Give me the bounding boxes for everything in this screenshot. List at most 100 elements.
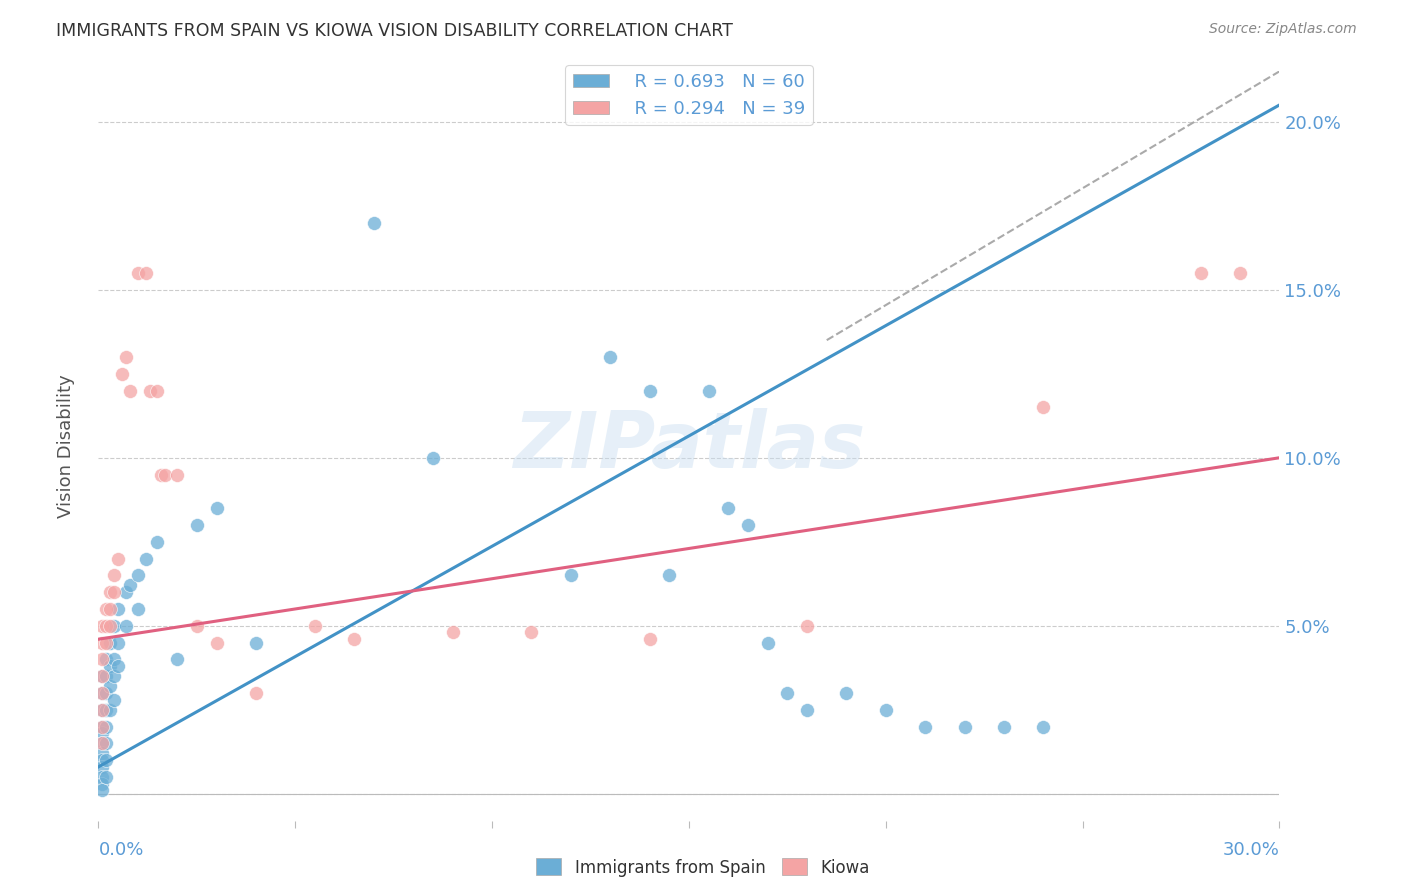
Point — [96, 753, 118, 767]
Y-axis label: Vision Disability: Vision Disability — [56, 374, 75, 518]
Point — [91, 686, 114, 700]
Point — [103, 669, 125, 683]
Point — [91, 669, 114, 683]
Point — [520, 625, 543, 640]
Point — [1189, 266, 1212, 280]
Point — [91, 753, 114, 767]
Point — [304, 619, 326, 633]
Point — [111, 367, 134, 381]
Point — [441, 625, 464, 640]
Point — [107, 659, 129, 673]
Point — [993, 720, 1015, 734]
Point — [205, 635, 228, 649]
Point — [138, 384, 160, 398]
Point — [98, 585, 121, 599]
Point — [91, 652, 114, 666]
Point — [363, 216, 385, 230]
Point — [107, 635, 129, 649]
Point — [560, 568, 582, 582]
Point — [91, 747, 114, 761]
Point — [953, 720, 976, 734]
Point — [118, 578, 141, 592]
Point — [205, 501, 228, 516]
Point — [96, 669, 118, 683]
Point — [91, 736, 114, 750]
Point — [98, 679, 121, 693]
Point — [107, 551, 129, 566]
Point — [96, 652, 118, 666]
Point — [127, 568, 149, 582]
Point — [103, 585, 125, 599]
Point — [107, 602, 129, 616]
Point — [422, 450, 444, 465]
Point — [96, 686, 118, 700]
Point — [91, 635, 114, 649]
Point — [166, 652, 188, 666]
Point — [96, 619, 118, 633]
Text: 0.0%: 0.0% — [98, 841, 143, 859]
Point — [796, 703, 818, 717]
Point — [717, 501, 740, 516]
Point — [103, 619, 125, 633]
Point — [98, 635, 121, 649]
Point — [96, 770, 118, 784]
Point — [91, 669, 114, 683]
Text: Source: ZipAtlas.com: Source: ZipAtlas.com — [1209, 22, 1357, 37]
Point — [96, 736, 118, 750]
Point — [103, 692, 125, 706]
Point — [91, 720, 114, 734]
Point — [96, 720, 118, 734]
Point — [658, 568, 681, 582]
Point — [91, 783, 114, 797]
Point — [638, 384, 661, 398]
Point — [91, 777, 114, 791]
Point — [638, 632, 661, 647]
Point — [115, 619, 138, 633]
Point — [155, 467, 177, 482]
Point — [1229, 266, 1251, 280]
Point — [103, 568, 125, 582]
Point — [91, 760, 114, 774]
Point — [96, 635, 118, 649]
Point — [186, 518, 208, 533]
Point — [150, 467, 173, 482]
Point — [1032, 401, 1054, 415]
Text: 30.0%: 30.0% — [1223, 841, 1279, 859]
Point — [91, 726, 114, 740]
Point — [118, 384, 141, 398]
Point — [98, 659, 121, 673]
Point — [91, 619, 114, 633]
Point — [776, 686, 799, 700]
Point — [835, 686, 858, 700]
Point — [91, 720, 114, 734]
Point — [737, 518, 759, 533]
Point — [186, 619, 208, 633]
Point — [127, 602, 149, 616]
Point — [98, 703, 121, 717]
Point — [914, 720, 936, 734]
Point — [91, 736, 114, 750]
Point — [1032, 720, 1054, 734]
Point — [127, 266, 149, 280]
Point — [166, 467, 188, 482]
Point — [343, 632, 366, 647]
Point — [115, 585, 138, 599]
Point — [115, 350, 138, 364]
Text: IMMIGRANTS FROM SPAIN VS KIOWA VISION DISABILITY CORRELATION CHART: IMMIGRANTS FROM SPAIN VS KIOWA VISION DI… — [56, 22, 733, 40]
Point — [599, 350, 621, 364]
Point — [103, 652, 125, 666]
Point — [245, 635, 267, 649]
Point — [91, 703, 114, 717]
Point — [146, 384, 169, 398]
Point — [91, 703, 114, 717]
Text: ZIPatlas: ZIPatlas — [513, 408, 865, 484]
Point — [135, 551, 157, 566]
Point — [91, 770, 114, 784]
Point — [96, 703, 118, 717]
Point — [91, 686, 114, 700]
Legend:   R = 0.693   N = 60,   R = 0.294   N = 39: R = 0.693 N = 60, R = 0.294 N = 39 — [565, 65, 813, 125]
Point — [98, 619, 121, 633]
Point — [245, 686, 267, 700]
Point — [98, 602, 121, 616]
Point — [756, 635, 779, 649]
